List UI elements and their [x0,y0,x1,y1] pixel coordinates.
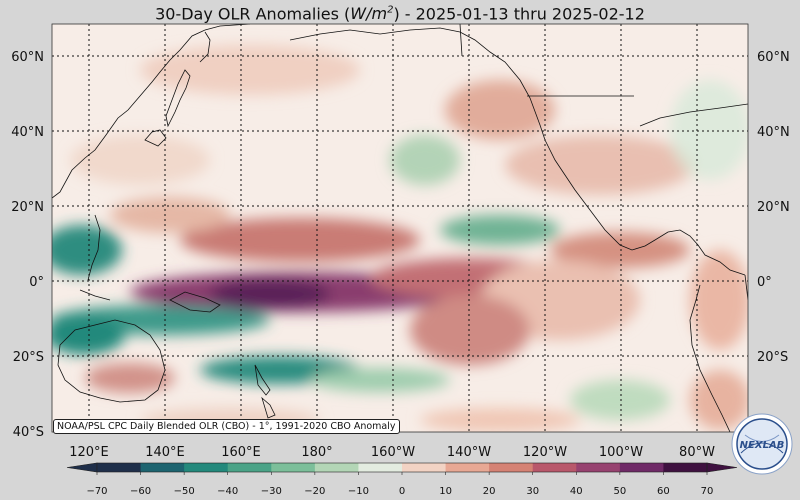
latitude-label-right: 20°N [757,200,790,215]
latitude-label-left: 40°S [13,425,44,440]
colorbar-tick-label: −20 [304,486,325,497]
colorbar-tick-label: 30 [526,486,539,497]
colorbar-segment [532,463,577,472]
longitude-label: 140°W [447,445,491,460]
latitude-labels-right: 60°N40°N20°N0°20°S40°S [757,50,790,440]
latitude-label-right: 20°S [757,350,788,365]
colorbar-tick-label: −30 [261,486,282,497]
colorbar-segment [576,463,621,472]
latitude-label-left: 60°N [11,50,44,65]
colorbar-tick-label: −10 [348,486,369,497]
colorbar-segment [663,463,708,472]
colorbar-segment [140,463,185,472]
map-frame [51,23,749,433]
colorbar-tick-label: 50 [613,486,626,497]
longitude-label: 160°W [371,445,415,460]
title-unit: W/m2 [350,4,394,24]
colorbar-tick-label: 40 [570,486,583,497]
colorbar-tick-label: 70 [701,486,714,497]
colorbar-tick-label: −70 [86,486,107,497]
colorbar-tick-label: −60 [130,486,151,497]
longitude-label: 120°W [523,445,567,460]
latitude-labels-left: 60°N 40°N 20°N 0° 20°S 40°S [11,50,44,440]
coastlines [52,24,748,432]
colorbar-tick-label: 20 [483,486,496,497]
longitude-label: 100°W [599,445,643,460]
anomaly-field [52,45,748,432]
title-suffix: ) - 2025-01-13 thru 2025-02-12 [393,4,645,24]
colorbar-segment [619,463,664,472]
longitude-label: 160°E [221,445,261,460]
colorbar-segment [227,463,272,472]
data-source-credit: NOAA/PSL CPC Daily Blended OLR (CBO) - 1… [53,419,400,434]
map-area [52,24,748,432]
colorbar-segment [445,463,490,472]
latitude-label-right: 40°N [757,125,790,140]
colorbar-segment [358,463,403,472]
colorbar-min-arrow [66,462,98,473]
longitude-label: 80°W [679,445,715,460]
colorbar-tick-label: −50 [174,486,195,497]
colorbar-segment [314,463,359,472]
colorbar-segment [97,463,142,472]
colorbar-segment [489,463,534,472]
latitude-label-left: 20°N [11,200,44,215]
colorbar-tick-label: 0 [399,486,405,497]
nexlab-logo: NEXLAB [731,413,793,475]
latitude-label-left: 20°S [13,350,44,365]
latitude-label-right: 60°N [757,50,790,65]
colorbar-segment [184,463,229,472]
colorbar: −70 −60 −50 −40 −30 −20 −10 0 10 20 30 40 50 60 70 [66,462,738,497]
longitude-label: 120°E [69,445,109,460]
graticule [52,24,748,432]
latitude-label-left: 0° [29,275,44,290]
latitude-label-right: 0° [757,275,772,290]
colorbar-tick-label: 10 [439,486,452,497]
map-title: 30-Day OLR Anomalies (W/m2) - 2025-01-13… [0,0,800,24]
colorbar-tick-label: 60 [657,486,670,497]
colorbar-segment [402,463,447,472]
latitude-label-left: 40°N [11,125,44,140]
logo-text: NEXLAB [740,440,785,451]
longitude-labels: 120°E 140°E 160°E 180° 160°W 140°W 120°W 100°W 8… [69,445,715,460]
colorbar-tick-label: −40 [217,486,238,497]
colorbar-segment [271,463,316,472]
longitude-label: 140°E [145,445,185,460]
longitude-label: 180° [301,445,332,460]
title-prefix: 30-Day OLR Anomalies ( [155,4,351,24]
